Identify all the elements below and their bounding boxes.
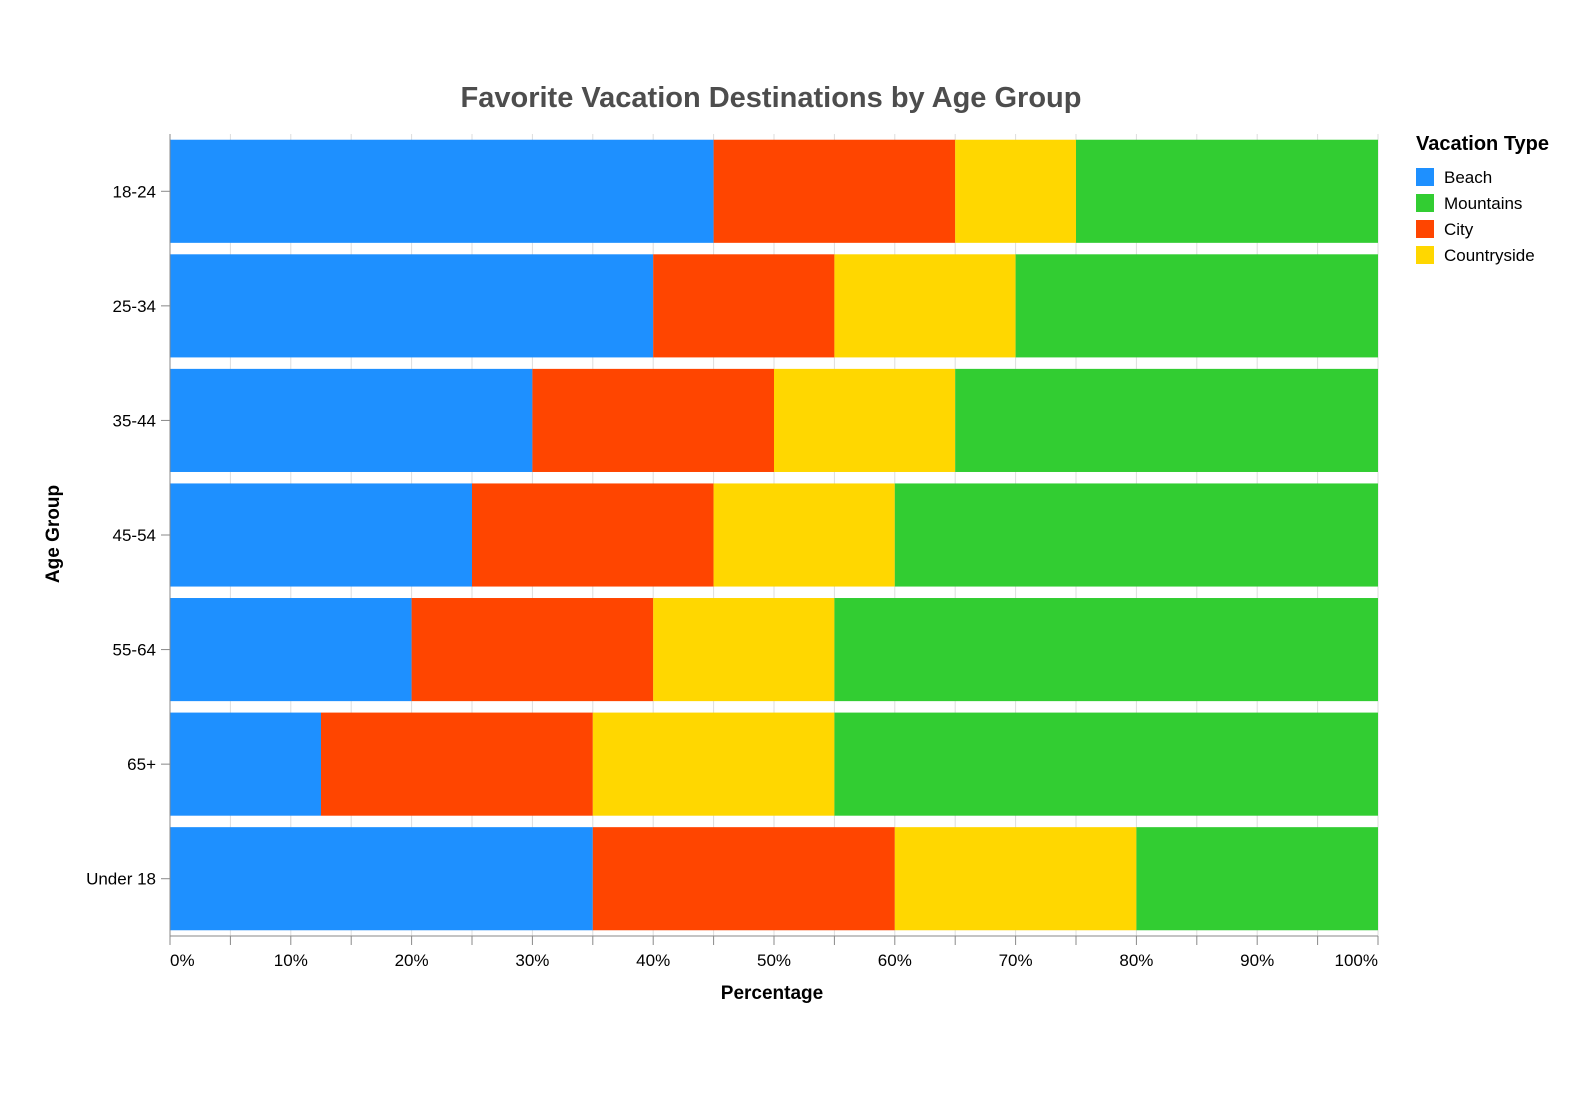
bar-mountains-18-24: [1076, 139, 1378, 243]
x-tick-label: 100%: [1335, 951, 1378, 970]
bar-countryside-18-24: [955, 139, 1076, 243]
bar-beach-45-54: [170, 483, 472, 587]
legend-items: Beach Mountains City Countryside: [1416, 168, 1535, 265]
bar-countryside-55-64: [653, 598, 835, 702]
legend-label-city: City: [1444, 220, 1474, 239]
x-tick-label: 20%: [395, 951, 429, 970]
y-tick-label: 45-54: [113, 526, 156, 545]
bar-countryside-under-18: [894, 827, 1137, 931]
y-tick-label: 35-44: [113, 411, 156, 430]
legend: Vacation Type Beach Mountains City Countrys…: [1416, 133, 1549, 265]
legend-label-mountains: Mountains: [1444, 194, 1522, 213]
x-tick-label: 90%: [1240, 951, 1274, 970]
legend-swatch-city: [1416, 220, 1434, 238]
bar-beach-35-44: [170, 368, 533, 472]
legend-swatch-countryside: [1416, 246, 1434, 264]
bar-city-65-: [321, 712, 593, 816]
chart-title: Favorite Vacation Destinations by Age Gr…: [461, 82, 1082, 114]
axes: 0% 10% 20% 30% 40% 50% 60% 70% 80% 90% 100% 18-24 25…: [86, 134, 1379, 970]
bar-beach-65-: [170, 712, 321, 816]
bar-beach-18-24: [170, 139, 714, 243]
y-tick-label: Under 18: [86, 870, 156, 889]
bar-mountains-25-34: [1015, 254, 1378, 358]
bar-countryside-35-44: [774, 368, 956, 472]
y-tick-label: 55-64: [113, 641, 156, 660]
x-tick-label: 50%: [757, 951, 791, 970]
bar-city-45-54: [472, 483, 714, 587]
bar-countryside-65-: [592, 712, 835, 816]
x-tick-label: 70%: [999, 951, 1033, 970]
legend-label-countryside: Countryside: [1444, 246, 1535, 265]
legend-swatch-mountains: [1416, 194, 1434, 212]
y-tick-label: 65+: [127, 755, 156, 774]
legend-swatch-beach: [1416, 168, 1434, 186]
bar-beach-25-34: [170, 254, 654, 358]
bar-mountains-65-: [834, 712, 1378, 816]
x-tick-label: 30%: [515, 951, 549, 970]
y-tick-label: 18-24: [113, 182, 156, 201]
y-axis-title: Age Group: [43, 485, 64, 583]
x-tick-label: 80%: [1119, 951, 1153, 970]
bar-city-55-64: [411, 598, 654, 702]
y-tick-label: 25-34: [113, 297, 156, 316]
bar-countryside-25-34: [834, 254, 1016, 358]
bar-beach-55-64: [170, 598, 412, 702]
bar-mountains-35-44: [955, 368, 1378, 472]
bars: [170, 139, 1378, 931]
x-tick-label: 60%: [878, 951, 912, 970]
bar-beach-under-18: [170, 827, 593, 931]
legend-label-beach: Beach: [1444, 168, 1492, 187]
x-tick-label: 40%: [636, 951, 670, 970]
bar-mountains-45-54: [894, 483, 1378, 587]
x-axis-title: Percentage: [721, 983, 823, 1004]
bar-mountains-55-64: [834, 598, 1378, 702]
bar-city-under-18: [592, 827, 895, 931]
x-tick-label: 0%: [170, 951, 195, 970]
bar-city-18-24: [713, 139, 956, 243]
bar-mountains-under-18: [1136, 827, 1378, 931]
legend-title: Vacation Type: [1416, 133, 1549, 155]
bar-countryside-45-54: [713, 483, 895, 587]
x-tick-label: 10%: [274, 951, 308, 970]
bar-city-25-34: [653, 254, 835, 358]
bar-city-35-44: [532, 368, 774, 472]
